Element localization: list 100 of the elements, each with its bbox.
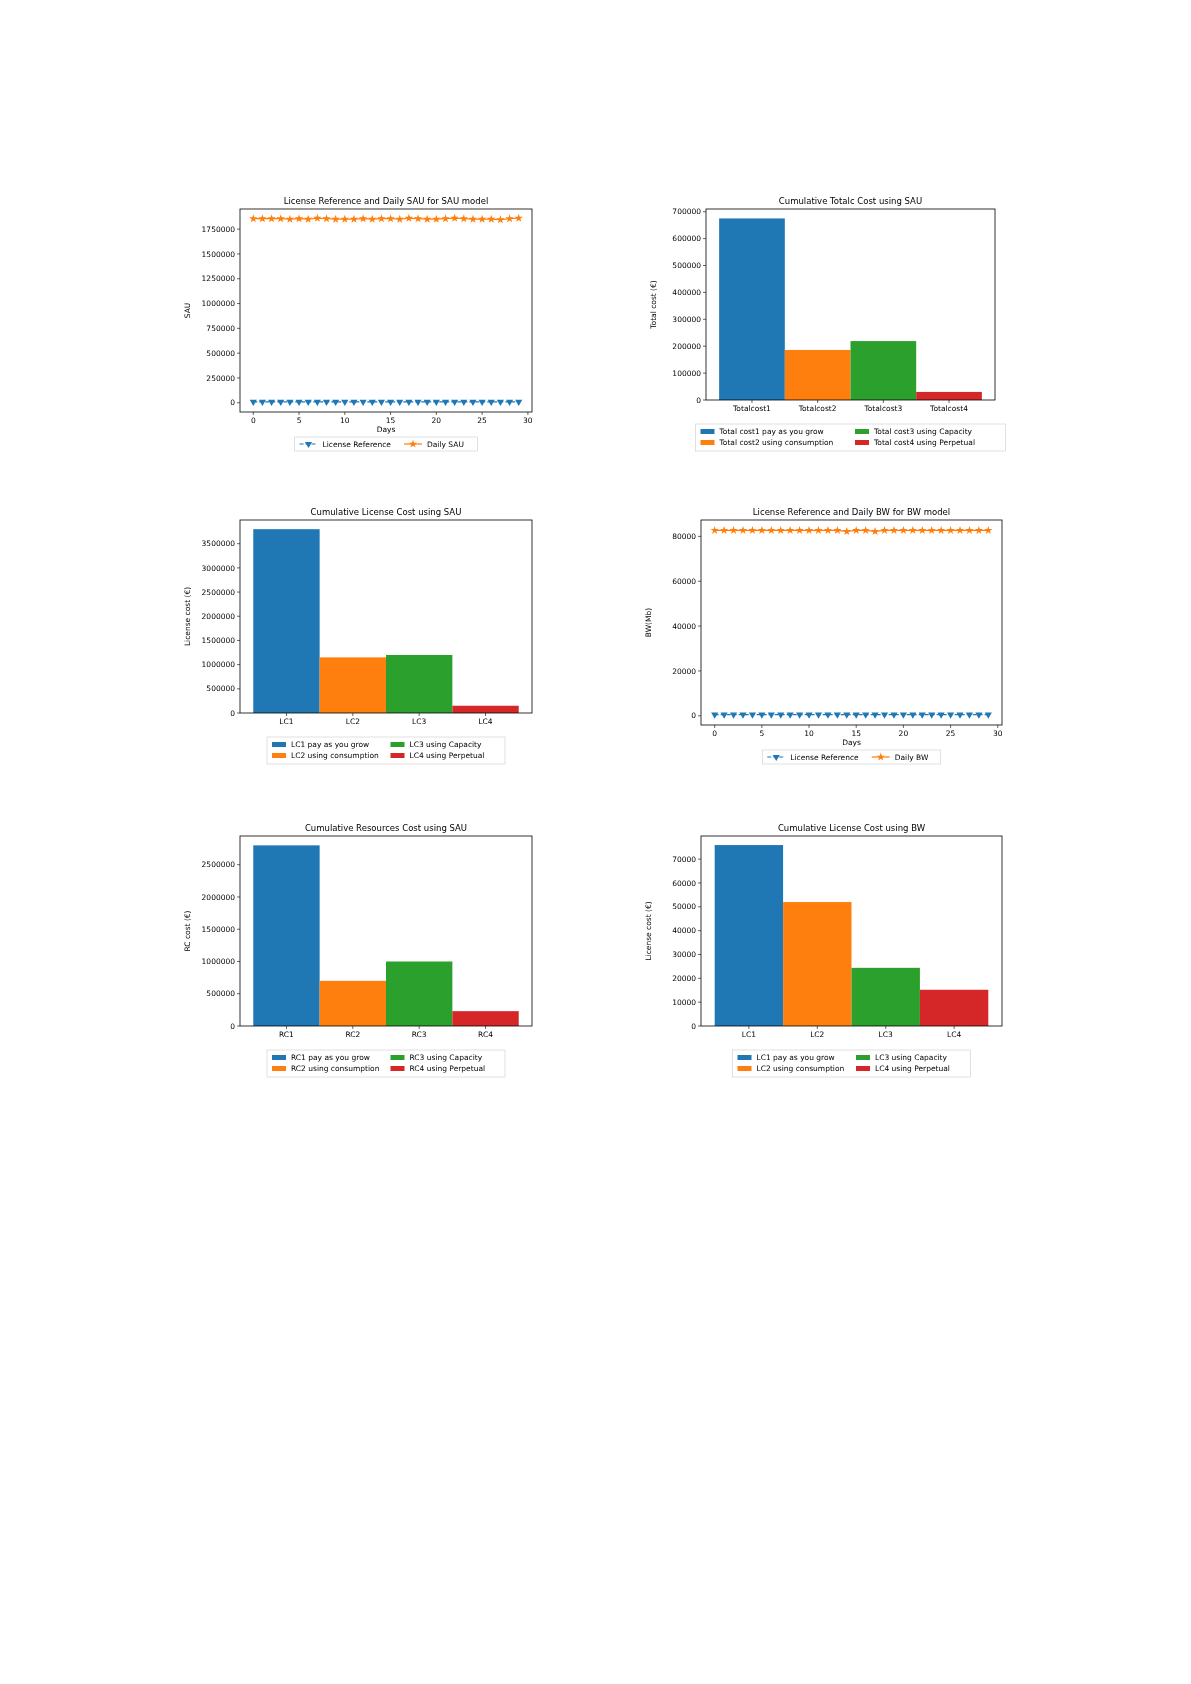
point [974, 525, 984, 534]
point [405, 399, 413, 406]
point [286, 399, 294, 406]
point [729, 525, 738, 534]
point [833, 712, 841, 719]
point [767, 525, 776, 534]
point [748, 525, 757, 534]
point [267, 214, 276, 223]
point [880, 712, 889, 719]
point [496, 215, 505, 224]
point [899, 712, 907, 719]
point [368, 399, 376, 406]
point [377, 399, 385, 406]
point [459, 214, 469, 223]
point [313, 399, 321, 406]
point [908, 525, 918, 534]
point [387, 399, 395, 406]
point [386, 214, 395, 223]
chart-title: Cumulative License Cost using BW [777, 823, 926, 833]
point [918, 525, 927, 534]
point [738, 525, 748, 534]
point [927, 525, 936, 534]
point [450, 213, 459, 222]
point [404, 213, 414, 222]
point [965, 525, 974, 534]
chart-title: Cumulative License Cost using SAU [310, 507, 462, 517]
point [451, 399, 459, 406]
point [341, 399, 349, 406]
point [984, 525, 993, 534]
point [322, 399, 331, 406]
point [946, 525, 955, 534]
point [814, 525, 823, 534]
point [276, 214, 285, 223]
point [441, 399, 450, 406]
point [719, 525, 729, 534]
point [710, 525, 719, 534]
point [460, 399, 468, 406]
point [304, 399, 312, 406]
point [889, 525, 899, 534]
point [870, 527, 880, 536]
point [842, 527, 851, 536]
point [936, 525, 946, 534]
point [711, 712, 719, 719]
point [861, 525, 870, 534]
point [414, 399, 422, 406]
point [331, 214, 340, 223]
point [285, 214, 295, 223]
point [249, 399, 257, 406]
point [340, 214, 350, 223]
point [899, 525, 908, 534]
point [833, 525, 842, 534]
point [368, 214, 377, 223]
point [852, 525, 861, 534]
point [358, 214, 368, 223]
point [506, 399, 514, 406]
point [880, 525, 889, 534]
point [795, 525, 804, 534]
point [303, 214, 313, 223]
point [432, 214, 441, 223]
point [349, 214, 359, 223]
point [814, 712, 823, 719]
point [395, 214, 404, 223]
point [422, 214, 432, 223]
point [505, 214, 514, 223]
point [852, 712, 860, 719]
point [249, 214, 258, 223]
point [423, 399, 431, 406]
point [515, 399, 523, 406]
point [785, 525, 795, 534]
point [313, 213, 322, 222]
point [909, 712, 917, 719]
point [514, 213, 523, 222]
point [295, 399, 303, 406]
point [432, 399, 440, 406]
point [487, 214, 496, 223]
point [468, 214, 478, 223]
chart-title: Cumulative Totalc Cost using SAU [778, 196, 923, 206]
point [268, 399, 276, 406]
point [757, 525, 767, 534]
point [332, 399, 340, 406]
point [843, 712, 851, 719]
chart-title: License Reference and Daily BW for BW model [752, 507, 951, 517]
point [729, 712, 738, 719]
point [294, 214, 304, 223]
point [322, 214, 331, 223]
point [396, 399, 404, 406]
chart-title: License Reference and Daily SAU for SAU model [283, 196, 489, 206]
point [776, 525, 785, 534]
point [441, 214, 450, 223]
point [804, 525, 814, 534]
point [487, 399, 495, 406]
point [277, 399, 285, 406]
point [258, 399, 266, 406]
point [258, 214, 267, 223]
point [413, 214, 423, 223]
chart-title: Cumulative Resources Cost using SAU [304, 823, 468, 833]
point [862, 712, 870, 719]
point [377, 214, 386, 223]
point [823, 525, 833, 534]
point [955, 525, 965, 534]
